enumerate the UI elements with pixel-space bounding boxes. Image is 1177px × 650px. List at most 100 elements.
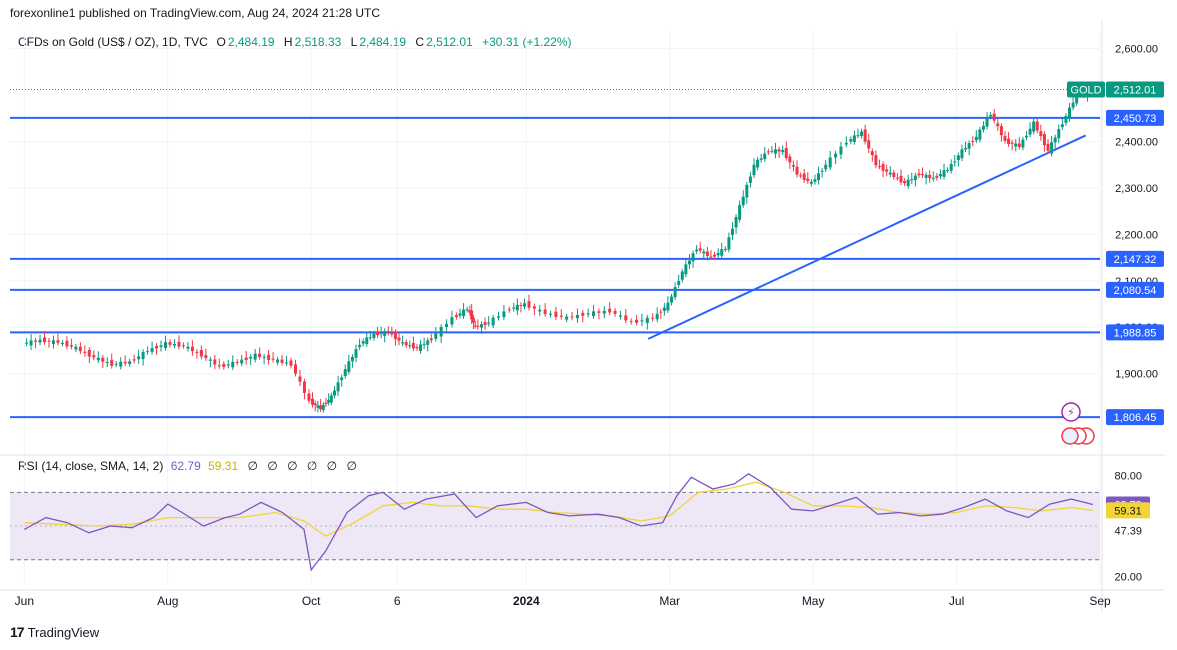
na-value: ∅ (326, 459, 338, 473)
price-legend: CFDs on Gold (US$ / OZ), 1D, TVC O 2,484.… (18, 35, 578, 49)
candle-body (806, 178, 810, 181)
candle-body (935, 175, 939, 178)
candle-body (473, 325, 477, 327)
candle-body (666, 302, 670, 311)
high-value: 2,518.33 (294, 35, 342, 49)
candle-body (877, 166, 881, 168)
candle-body (852, 135, 856, 142)
candle-body (96, 357, 100, 361)
candle-body (770, 150, 774, 152)
candle-body (497, 316, 501, 318)
candle-body (608, 308, 612, 313)
candle-body (249, 356, 253, 359)
price-tick-label: 2,600.00 (1115, 44, 1158, 56)
candle-body (159, 345, 163, 347)
candle-body (960, 149, 964, 159)
symbol-title: CFDs on Gold (US$ / OZ), 1D, TVC (18, 35, 208, 49)
tradingview-logo-icon: 17 (10, 624, 25, 640)
candle-body (361, 341, 365, 344)
time-tick-label: May (802, 594, 825, 608)
candle-body (137, 356, 141, 360)
candle-body (177, 341, 181, 347)
candle-body (917, 173, 921, 176)
candle-body (168, 342, 172, 345)
candle-body (885, 169, 889, 172)
candle-body (844, 142, 848, 145)
candle-body (738, 205, 742, 220)
time-tick-label: Oct (302, 594, 321, 608)
candle-body (813, 179, 817, 182)
candle-body (285, 362, 289, 364)
candle-body (386, 331, 390, 333)
candle-body (411, 343, 415, 349)
candle-body (687, 260, 691, 265)
close-label: C (415, 35, 425, 49)
candle-body (613, 310, 617, 314)
time-tick-label: Aug (157, 594, 178, 608)
candle-body (358, 344, 362, 348)
candle-body (730, 228, 734, 236)
candle-body (78, 346, 82, 352)
candle-body (899, 175, 903, 183)
candle-body (903, 180, 907, 184)
chart-canvas[interactable]: 2,600.002,400.002,300.002,200.002,100.00… (0, 0, 1177, 620)
candle-body (895, 177, 899, 179)
candle-body (368, 337, 372, 339)
candle-body (723, 248, 727, 250)
rsi-sma-line (24, 481, 1093, 537)
candle-body (1046, 143, 1050, 151)
candle-body (752, 164, 756, 176)
candle-body (756, 159, 760, 168)
candle-body (253, 353, 257, 360)
price-tick-label: 2,300.00 (1115, 183, 1158, 195)
candle-body (128, 361, 132, 365)
candle-body (748, 176, 752, 183)
candle-body (439, 327, 443, 337)
candle-body (289, 360, 293, 366)
candle-body (913, 175, 917, 181)
candle-body (705, 251, 709, 256)
candle-body (319, 405, 323, 410)
candle-body (867, 140, 871, 149)
candle-body (1042, 134, 1046, 146)
candle-body (244, 357, 248, 360)
candle-body (996, 123, 1000, 127)
candle-body (888, 172, 892, 175)
trendline (647, 134, 1087, 340)
candle-body (938, 173, 942, 177)
na-value: ∅ (346, 459, 357, 473)
candle-body (684, 264, 688, 275)
candle-body (559, 315, 563, 317)
candle-body (1035, 121, 1039, 131)
low-label: L (350, 35, 358, 49)
candle-body (1075, 94, 1079, 104)
candle-body (502, 311, 506, 318)
candle-body (532, 306, 536, 309)
candle-body (892, 172, 896, 177)
candle-body (971, 141, 975, 143)
candle-body (240, 359, 244, 364)
candle-body (928, 174, 932, 179)
brand-name: TradingView (27, 624, 100, 640)
candle-body (543, 309, 547, 315)
candle-body (298, 376, 302, 382)
candle-body (123, 361, 127, 364)
level-price-tag (1106, 250, 1164, 267)
candle-body (350, 356, 354, 362)
lightning-icon-glyph: ⚡ (1067, 407, 1075, 419)
rsi-sma-value-tag (1106, 502, 1150, 519)
candle-body (422, 344, 426, 346)
candle-body (1053, 137, 1057, 143)
candle-body (992, 113, 996, 121)
candle-body (429, 338, 433, 341)
candle-body (25, 342, 29, 344)
candle-body (83, 351, 87, 353)
candle-body (651, 317, 655, 319)
candle-body (834, 153, 838, 158)
candle-body (820, 170, 824, 172)
candle-body (507, 309, 511, 311)
candle-body (172, 343, 176, 346)
candle-body (1010, 142, 1014, 144)
candle-body (307, 393, 311, 401)
time-tick-label: Jun (15, 594, 34, 608)
